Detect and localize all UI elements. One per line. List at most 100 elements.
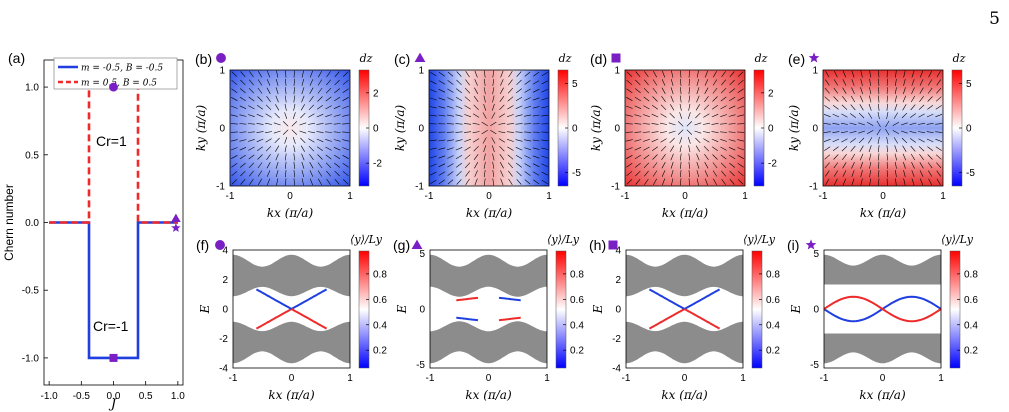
arrow [842, 96, 847, 102]
arrow [653, 178, 657, 186]
colorbar-tick-label: -5 [572, 168, 581, 179]
arrow [866, 130, 874, 135]
arrow [634, 162, 641, 168]
arrow [273, 130, 281, 134]
arrow [737, 131, 745, 133]
arrow [850, 113, 856, 118]
annotation-cr-minus: Cr=-1 [93, 318, 129, 334]
arrow [515, 147, 523, 151]
arrow [266, 170, 271, 177]
frame [229, 69, 351, 187]
colorbar-title: ⟨y⟩/Ly [350, 233, 383, 246]
arrow [309, 162, 314, 169]
arrow [498, 113, 506, 118]
arrow [230, 123, 238, 125]
panel-f: (f) -1 0 1 4 2 0 -2 -4 kx (π/a) E ⟨y⟩/Ly 0.8 0.6 0.4 0.… [196, 233, 387, 402]
arrow [626, 88, 633, 93]
arrow [885, 128, 890, 136]
arrow [257, 105, 263, 110]
arrow [851, 79, 855, 86]
arrow [671, 178, 674, 186]
arrow [541, 155, 549, 159]
arrow [498, 122, 506, 125]
arrow [702, 131, 710, 134]
panel-label: (e) [788, 51, 805, 67]
arrow [284, 112, 288, 119]
arrow [634, 114, 642, 117]
arrow [877, 112, 880, 120]
y-tick-label: 0 [813, 305, 819, 316]
arrow [669, 112, 675, 119]
arrow [257, 162, 263, 169]
colorbar-tick-label: 0.8 [373, 269, 387, 280]
arrow [456, 170, 462, 177]
arrow [712, 87, 718, 94]
arrow [850, 104, 856, 111]
arrow [541, 89, 549, 93]
arrow [824, 146, 831, 151]
arrow [524, 147, 531, 151]
arrow [465, 79, 470, 86]
arrow [868, 112, 873, 119]
arrow [524, 179, 531, 185]
y-tick-label: 5 [813, 249, 819, 260]
arrow [643, 139, 650, 142]
colorbar [751, 250, 763, 369]
arrow [342, 114, 350, 117]
arrow [524, 139, 532, 142]
x-tick-label: -1.0 [41, 391, 59, 402]
arrow [728, 131, 736, 133]
quiver [823, 70, 943, 186]
arrow [886, 103, 888, 111]
arrow [285, 87, 287, 95]
arrow [902, 95, 907, 103]
arrow [918, 138, 925, 143]
arrow [903, 79, 906, 86]
arrow [455, 123, 463, 125]
arrow [823, 138, 831, 142]
arrow [720, 131, 728, 133]
arrow [626, 163, 633, 168]
arrow [911, 161, 915, 169]
arrow [499, 162, 504, 169]
arrow [266, 96, 271, 102]
arrow [869, 78, 871, 86]
arrow [824, 162, 830, 169]
arrow [825, 170, 830, 177]
arrow [309, 178, 313, 186]
arrow [429, 155, 437, 159]
y-tick-label: 0 [615, 305, 621, 316]
arrow [429, 139, 437, 142]
arrow [291, 121, 298, 127]
arrow [446, 123, 454, 125]
arrow [860, 178, 863, 186]
arrow [642, 123, 650, 125]
arrow [903, 161, 906, 169]
panel-c: (c) -1 0 1 -1 0 1 kx (π/a) ky (π/a) dz 5 0 -5 [393, 51, 581, 220]
arrow [859, 145, 864, 152]
arrow [438, 163, 446, 168]
arrow [711, 123, 719, 125]
annotation-cr-plus: Cr=1 [96, 133, 127, 149]
arrow [680, 87, 682, 95]
arrow [696, 170, 700, 177]
arrow [660, 145, 667, 152]
y-tick-label: -1 [415, 182, 424, 193]
arrow [325, 139, 332, 142]
circle-marker [215, 240, 225, 250]
arrow [515, 139, 523, 142]
arrow [935, 131, 943, 133]
y-axis-label: E [591, 304, 605, 314]
arrow [833, 154, 839, 160]
arrow [333, 131, 341, 133]
x-tick-label: 1 [940, 191, 946, 202]
series-line-red [49, 85, 178, 224]
arrow [903, 178, 906, 186]
star-marker [808, 52, 820, 63]
arrow [342, 79, 349, 85]
arrow [239, 123, 247, 125]
arrow [464, 105, 471, 110]
arrow [325, 123, 333, 125]
arrow [484, 70, 486, 78]
arrow [275, 161, 279, 169]
